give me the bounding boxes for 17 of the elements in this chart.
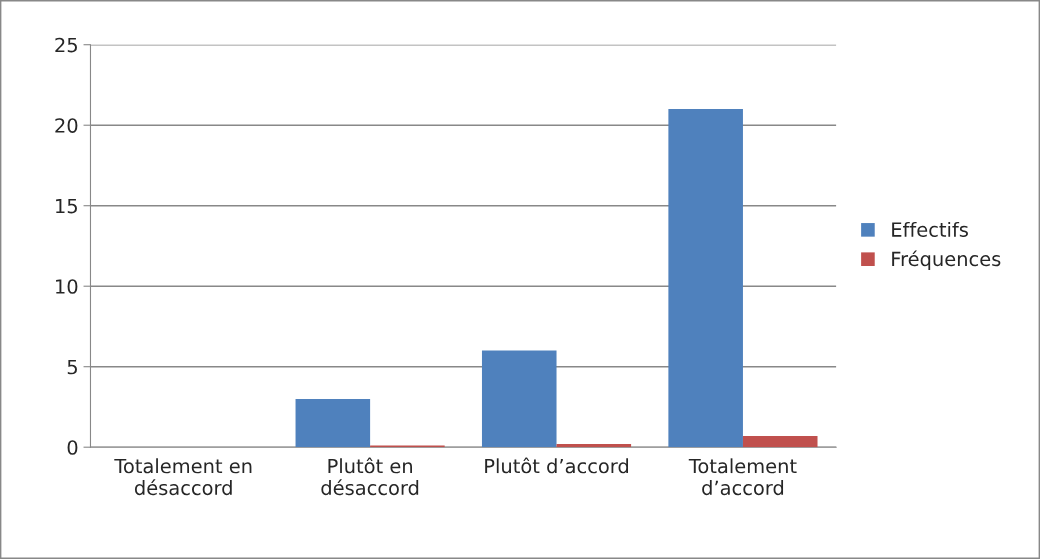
bar	[295, 398, 371, 448]
bar	[556, 443, 632, 448]
y-tick-label: 20	[55, 118, 78, 133]
y-tick-label: 0	[67, 440, 78, 455]
bar	[481, 350, 557, 448]
y-tick-label: 5	[67, 359, 77, 375]
x-tick-label: Plutôt d’accord	[485, 457, 629, 474]
x-tick-label: Totalement d’accord	[688, 458, 797, 496]
x-tick-label: Plutôt en désaccord	[321, 457, 419, 496]
legend-label: Effectifs	[892, 221, 968, 237]
bar	[742, 435, 818, 448]
bar	[668, 109, 743, 448]
legend-label: Fréquences	[892, 250, 1001, 271]
x-tick-label: Totalement en désaccord	[114, 458, 252, 496]
y-tick-label: 15	[56, 198, 77, 214]
y-tick-label: 25	[55, 37, 77, 53]
y-tick-label: 10	[56, 279, 78, 294]
